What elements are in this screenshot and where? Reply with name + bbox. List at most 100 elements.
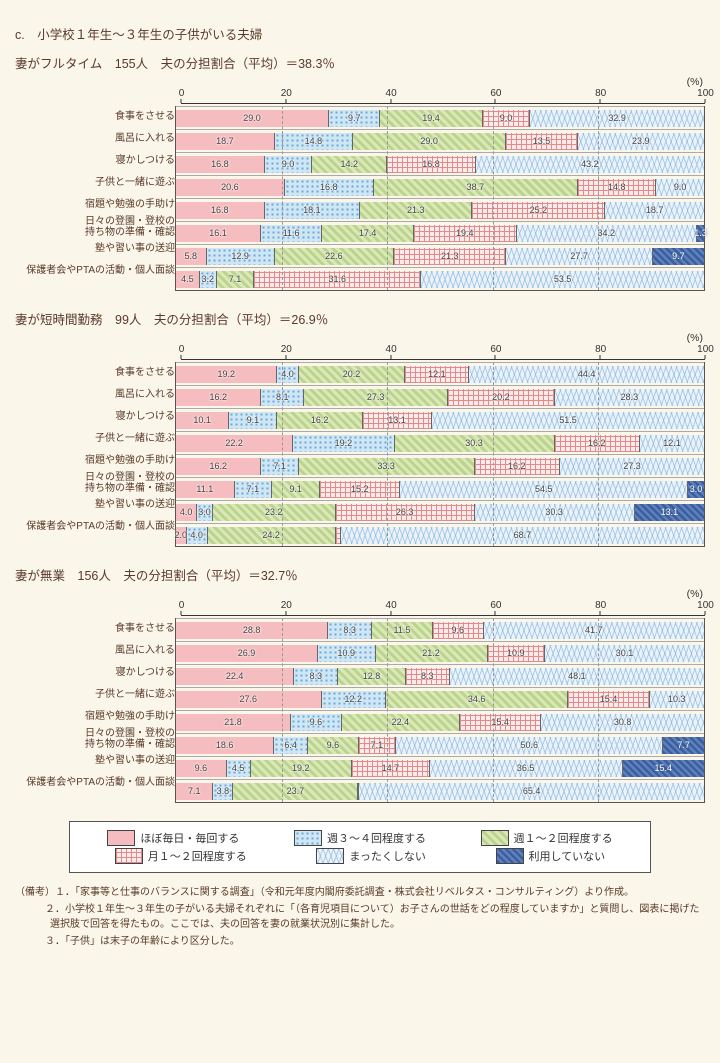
segment-value: 20.2	[343, 369, 361, 379]
bar-segment: 7.1	[261, 458, 298, 475]
row-label: 保護者会やPTAの活動・個人面談	[15, 265, 181, 277]
bar-row: 16.27.133.316.227.3	[176, 454, 704, 477]
legend-item: 週１〜２回程度する	[481, 830, 613, 846]
bar-segment: 19.2	[293, 435, 394, 452]
bar-segment: 50.6	[396, 737, 663, 754]
segment-value: 9.6	[195, 763, 208, 773]
row-label: 食事をさせる	[15, 367, 181, 379]
bar-segment: 48.1	[450, 668, 704, 685]
bar-segment: 65.4	[359, 783, 704, 800]
bar-segment: 14.8	[275, 133, 353, 150]
segment-value: 27.3	[623, 461, 641, 471]
bar-row: 16.111.617.419.434.21.3	[176, 221, 704, 244]
segment-value: 16.2	[209, 392, 227, 402]
bar-segment: 18.6	[176, 737, 274, 754]
segment-value: 8.3	[310, 671, 323, 681]
segment-value: 4.0	[180, 507, 193, 517]
segment-value: 9.1	[247, 415, 260, 425]
segment-value: 21.3	[441, 251, 459, 261]
segment-value: 14.2	[340, 159, 358, 169]
bar-segment: 31.6	[254, 271, 421, 288]
row-label: 寝かしつける	[15, 667, 181, 679]
segment-value: 12.8	[363, 671, 381, 681]
row-label: 塾や習い事の送迎	[15, 243, 181, 255]
row-label: 日々の登園・登校の持ち物の準備・確認	[15, 472, 181, 495]
bar-segment: 27.3	[304, 389, 448, 406]
segment-value: 16.2	[209, 461, 227, 471]
footnotes: （備考）１．「家事等と仕事のバランスに関する調査」（令和元年度内閣府委託調査・株…	[15, 885, 705, 949]
bar-segment: 23.7	[233, 783, 358, 800]
x-axis: 020406080100	[181, 599, 705, 616]
bar-segment: 51.5	[432, 412, 704, 429]
segment-value: 38.7	[467, 182, 485, 192]
segment-value: 19.2	[217, 369, 235, 379]
legend-item: 週３〜４回程度する	[294, 830, 426, 846]
segment-value: 28.8	[243, 625, 261, 635]
bar-segment: 19.4	[380, 110, 482, 127]
bar-segment: 9.0	[656, 179, 704, 196]
bar-segment: 21.8	[176, 714, 291, 731]
segment-value: 20.6	[221, 182, 239, 192]
bar-segment: 16.2	[176, 458, 261, 475]
segment-value: 9.0	[282, 159, 295, 169]
segment-value: 9.0	[674, 182, 687, 192]
bar-segment: 22.4	[342, 714, 460, 731]
bar-segment: 8.3	[406, 668, 450, 685]
segment-value: 9.1	[289, 484, 302, 494]
segment-value: 4.0	[281, 369, 294, 379]
legend-item: ほぼ毎日・毎回する	[107, 830, 239, 846]
segment-value: 9.6	[451, 625, 464, 635]
segment-value: 22.4	[226, 671, 244, 681]
bar-segment: 68.7	[341, 527, 704, 544]
segment-value: 50.6	[520, 740, 538, 750]
bar-segment: 28.3	[555, 389, 704, 406]
bar-segment: 3.0	[688, 481, 704, 498]
segment-value: 4.5	[181, 274, 194, 284]
segment-value: 13.5	[533, 136, 551, 146]
bar-segment: 28.8	[176, 622, 328, 639]
segment-value: 15.4	[655, 763, 673, 773]
panel-title: 妻が短時間勤務 99人 夫の分担割合（平均）＝26.9％	[15, 309, 705, 328]
bar-segment: 7.7	[663, 737, 704, 754]
row-label: 日々の登園・登校の持ち物の準備・確認	[15, 728, 181, 751]
bar-segment: 13.5	[506, 133, 577, 150]
segment-value: 14.7	[382, 763, 400, 773]
segment-value: 19.2	[335, 438, 353, 448]
bar-segment: 11.5	[372, 622, 433, 639]
legend-swatch	[107, 830, 135, 846]
segment-value: 11.5	[394, 625, 411, 635]
bar-row: 4.53.27.131.653.5	[176, 267, 704, 290]
segment-value: 43.2	[581, 159, 599, 169]
segment-value: 20.2	[492, 392, 510, 402]
segment-value: 12.9	[231, 251, 249, 261]
bar-segment: 7.1	[235, 481, 272, 498]
segment-value: 30.8	[614, 717, 632, 727]
segment-value: 18.7	[216, 136, 234, 146]
segment-value: 9.6	[310, 717, 323, 727]
bar-row: 11.17.19.115.254.53.0	[176, 477, 704, 500]
row-label: 寝かしつける	[15, 411, 181, 423]
row-label: 食事をさせる	[15, 623, 181, 635]
segment-value: 31.6	[328, 274, 346, 284]
legend-label: 利用していない	[529, 848, 606, 864]
segment-value: 23.2	[265, 507, 283, 517]
segment-value: 21.3	[407, 205, 425, 215]
segment-value: 30.1	[616, 648, 634, 658]
bar-segment: 38.7	[374, 179, 579, 196]
segment-value: 27.7	[570, 251, 588, 261]
bar-segment: 12.1	[405, 366, 469, 383]
bar-segment: 17.4	[322, 225, 414, 242]
bar-segment: 15.2	[320, 481, 400, 498]
bar-segment: 15.4	[568, 691, 649, 708]
segment-value: 7.1	[371, 740, 384, 750]
bar-segment: 22.4	[176, 668, 294, 685]
bar-segment: 16.2	[475, 458, 560, 475]
row-label: 日々の登園・登校の持ち物の準備・確認	[15, 216, 181, 239]
segment-value: 8.1	[276, 392, 289, 402]
segment-value: 6.4	[284, 740, 297, 750]
segment-value: 22.4	[392, 717, 410, 727]
segment-value: 14.8	[305, 136, 323, 146]
legend: ほぼ毎日・毎回する週３〜４回程度する週１〜２回程度する 月１〜２回程度するまった…	[69, 821, 651, 873]
bar-row: 28.88.311.59.641.7	[176, 618, 704, 641]
segment-value: 12.1	[663, 438, 681, 448]
